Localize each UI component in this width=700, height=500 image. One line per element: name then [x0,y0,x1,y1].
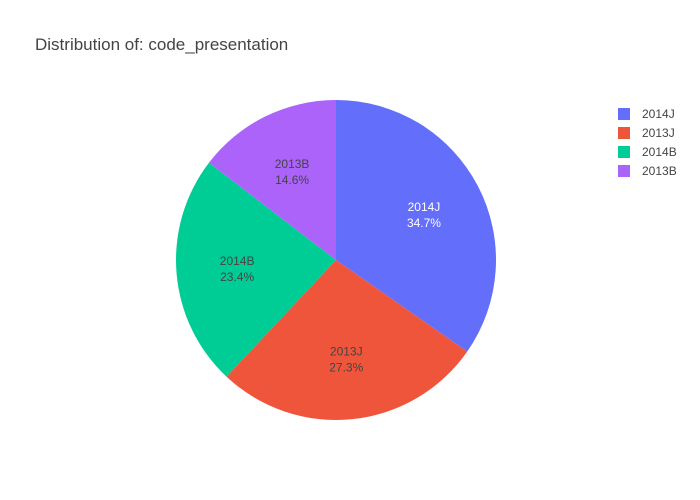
legend-label-2013b: 2013B [642,164,677,178]
legend-label-2013j: 2013J [642,126,675,140]
pie-slice-2013j[interactable] [226,260,468,420]
pie-slice-2014b[interactable] [176,162,336,377]
legend-item-2014j[interactable]: 2014J [618,107,675,121]
legend-label-2014b: 2014B [642,145,677,159]
legend-item-2014b[interactable]: 2014B [618,145,677,159]
pie-slices: 2014J 34.7% 2013J 27.3% 2014B 23.4% 2013B 14.6% [176,100,497,420]
pie-slice-2013b[interactable] [208,100,336,260]
legend: 2014J 2013J 2014B 2013B [618,107,677,178]
legend-item-2013j[interactable]: 2013J [618,126,675,140]
legend-swatch-2014b [618,146,630,158]
legend-swatch-2014j [618,108,630,120]
legend-label-2014j: 2014J [642,107,675,121]
pie-slice-2014j[interactable] [336,100,497,352]
slice-label-2013b: 2013B 14.6% [275,157,310,187]
legend-swatch-2013j [618,127,630,139]
slice-label-2013j: 2013J 27.3% [329,345,363,375]
legend-item-2013b[interactable]: 2013B [618,164,677,178]
chart-title: Distribution of: code_presentation [35,35,288,54]
legend-swatch-2013b [618,165,630,177]
slice-label-2014j: 2014J 34.7% [407,200,441,230]
slice-label-2014b: 2014B 23.4% [220,254,255,284]
